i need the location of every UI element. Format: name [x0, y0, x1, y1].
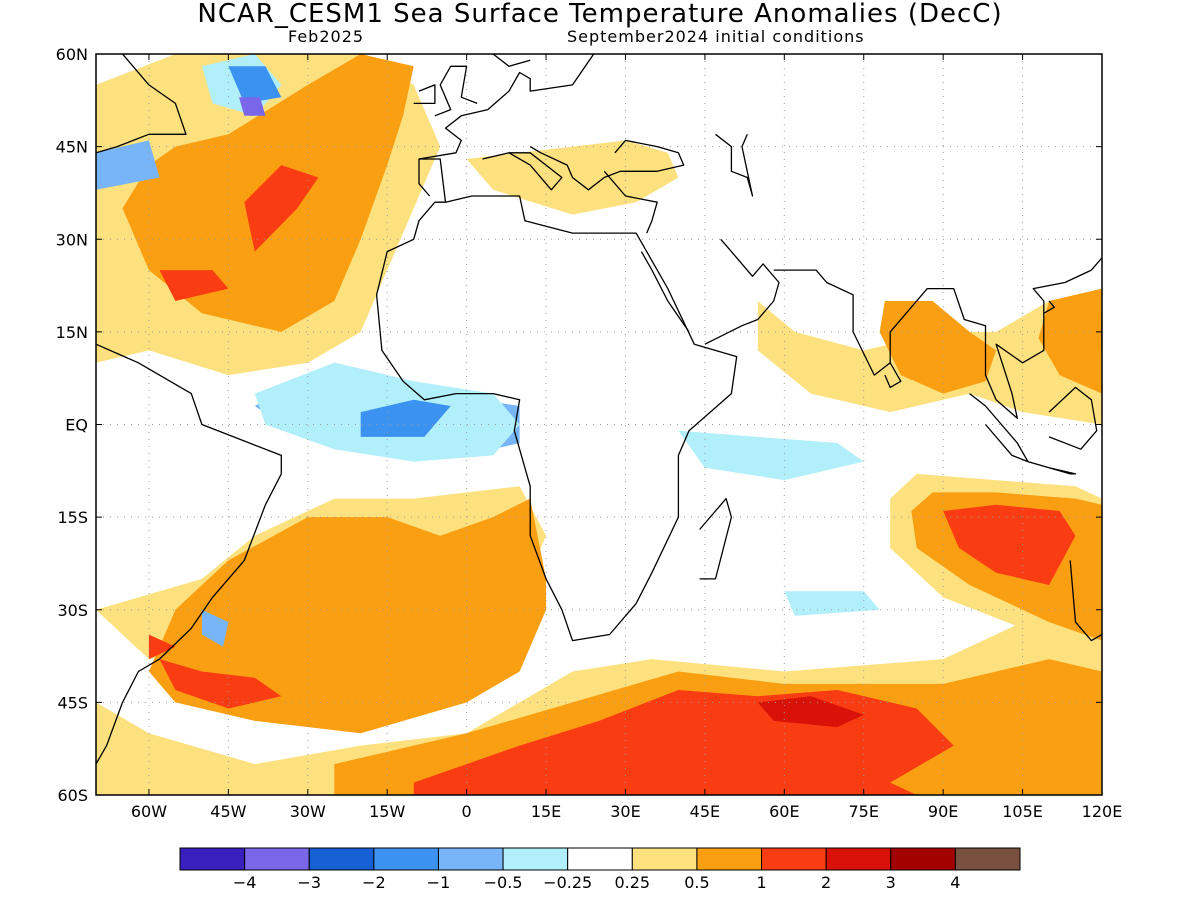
colorbar-swatch [696, 847, 763, 871]
lat-tick-label: 15N [56, 323, 88, 342]
colorbar-label: −2 [362, 873, 386, 892]
colorbar-swatch [567, 847, 633, 871]
colorbar-label: 0.5 [684, 873, 709, 892]
coastline-5 [418, 54, 595, 160]
lon-tick-label: 45E [690, 802, 720, 821]
colorbar: −4 −3 −2 −1 −0.5 −0.25 0.25 0.5 1 2 3 4 [179, 847, 1021, 892]
lon-tick-label: 60W [131, 802, 167, 821]
lon-tick-label: 90E [928, 802, 958, 821]
lon-tick-label: 30E [610, 802, 640, 821]
anomaly-region-25 [228, 66, 282, 104]
coastline-13 [715, 133, 754, 197]
coastline-17 [969, 393, 1029, 463]
lon-tick-label: 120E [1082, 802, 1123, 821]
anomaly-region-13 [244, 165, 319, 252]
colorbar-swatch [631, 847, 698, 871]
colorbar-swatch [308, 847, 375, 871]
colorbar-swatch [761, 847, 827, 871]
lat-tick-label: 45S [57, 693, 88, 712]
anomaly-region-23 [784, 591, 880, 616]
colorbar-label: −3 [297, 873, 321, 892]
colorbar-swatch [825, 847, 892, 871]
lat-tick-label: 30S [57, 601, 88, 620]
anomaly-region-6 [159, 659, 282, 709]
coastline-2 [96, 473, 282, 765]
lat-tick-label: EQ [65, 416, 88, 435]
coastline-10 [482, 152, 563, 191]
axis-ticks: 60W 45W 30W 15W 0 15E 30E 45E 60E 75E 90E 105E 120E 6… [56, 45, 1123, 821]
colorbar-label: 1 [756, 873, 766, 892]
colorbar-swatch [179, 847, 246, 871]
lon-tick-label: 105E [1002, 802, 1043, 821]
init-conditions: September2024 initial conditions [567, 27, 865, 46]
coastline-9 [418, 158, 447, 203]
chart-title: NCAR_CESM1 Sea Surface Temperature Anoma… [197, 0, 1003, 29]
colorbar-label: 2 [821, 873, 831, 892]
anomaly-region-21 [360, 399, 451, 437]
coastline-12 [603, 170, 658, 234]
anomaly-region-14 [159, 270, 229, 301]
colorbar-swatch [244, 847, 310, 871]
coastline-6 [434, 65, 478, 117]
lat-tick-label: 60S [57, 786, 88, 805]
anomaly-region-16 [879, 301, 997, 394]
coastline-7 [413, 84, 436, 105]
coastline-3 [96, 343, 282, 474]
anomaly-region-22 [678, 430, 864, 481]
lon-tick-label: 15W [369, 802, 405, 821]
coastline-19 [1048, 386, 1098, 450]
lon-tick-label: 75E [849, 802, 879, 821]
lat-tick-label: 15S [57, 508, 88, 527]
lat-tick-label: 45N [56, 138, 88, 157]
anomaly-region-28 [201, 609, 229, 647]
colorbar-label: 0.25 [614, 873, 650, 892]
lon-tick-label: 45W [210, 802, 246, 821]
colorbar-label: −1 [427, 873, 451, 892]
coastline-20 [1069, 560, 1102, 642]
coastline-8 [492, 54, 531, 67]
lon-tick-label: 0 [462, 802, 472, 821]
coastline-18 [1027, 460, 1077, 475]
colorbar-swatch [502, 847, 569, 871]
coastline-11 [529, 139, 685, 191]
lon-tick-label: 60E [769, 802, 799, 821]
anomaly-region-1 [148, 498, 547, 734]
anomaly-region-26 [239, 97, 266, 116]
colorbar-swatch [954, 847, 1021, 871]
lon-tick-label: 15E [531, 802, 561, 821]
coastline-4 [96, 54, 187, 154]
colorbar-label: −0.5 [484, 873, 523, 892]
coastline-0 [375, 195, 738, 642]
anomaly-region-17 [1038, 288, 1102, 394]
coastline-22 [1043, 300, 1055, 314]
coastline-21 [884, 362, 902, 389]
coastline-14 [640, 251, 690, 333]
colorbar-label: −0.25 [543, 873, 592, 892]
coastlines [96, 54, 1102, 765]
colorbar-swatch [890, 847, 956, 871]
lon-tick-label: 30W [290, 802, 326, 821]
anomaly-region-27 [96, 140, 160, 190]
colorbar-label: −4 [233, 873, 257, 892]
anomaly-region-10 [943, 504, 1076, 585]
colorbar-label: 3 [886, 873, 896, 892]
colorbar-swatch [437, 847, 504, 871]
lat-tick-label: 30N [56, 230, 88, 249]
valid-month: Feb2025 [288, 27, 365, 46]
lat-tick-label: 60N [56, 45, 88, 64]
coastline-1 [699, 497, 733, 580]
coastline-15 [704, 238, 780, 345]
anomaly-region-7 [148, 634, 176, 660]
colorbar-swatch [373, 847, 439, 871]
coastline-16 [773, 257, 1102, 419]
anomaly-fill [96, 54, 1102, 795]
colorbar-label: 4 [950, 873, 960, 892]
